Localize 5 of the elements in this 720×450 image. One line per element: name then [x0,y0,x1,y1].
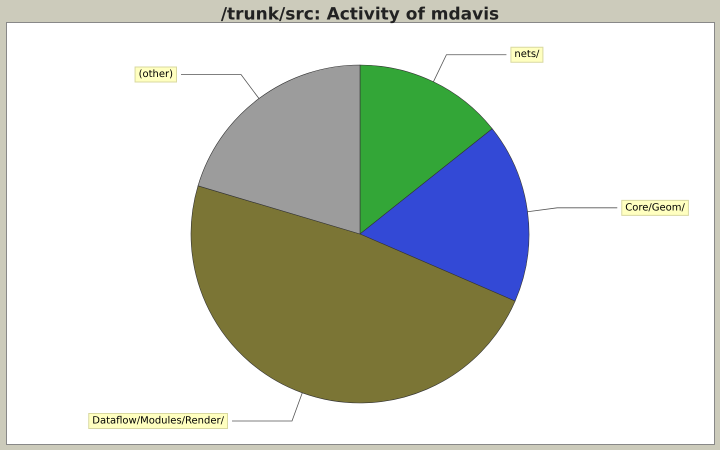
slice-label: Core/Geom/ [625,202,686,214]
chart-title: /trunk/src: Activity of mdavis [220,4,500,24]
slice-label: (other) [138,68,174,80]
slice-label: nets/ [514,49,540,60]
slice-label: Dataflow/Modules/Render/ [92,416,225,427]
